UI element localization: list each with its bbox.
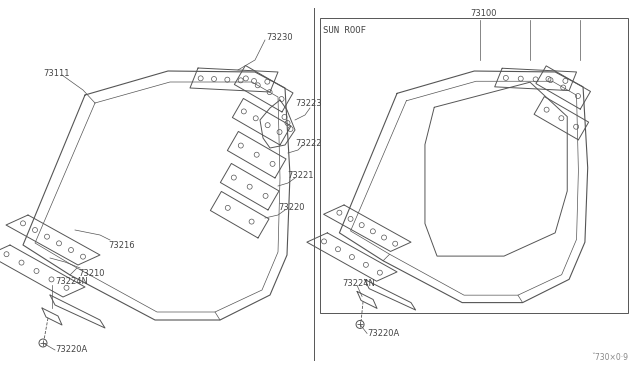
Text: 73216: 73216 (108, 241, 134, 250)
Text: SUN ROOF: SUN ROOF (323, 26, 366, 35)
Text: 73230: 73230 (266, 33, 292, 42)
Text: 73224N: 73224N (342, 279, 375, 288)
Text: 73223: 73223 (295, 99, 322, 108)
Text: 73220A: 73220A (55, 346, 87, 355)
Text: 73220A: 73220A (367, 329, 399, 338)
Text: 73221: 73221 (287, 171, 314, 180)
Text: 73111: 73111 (43, 68, 70, 77)
Text: 73222: 73222 (295, 138, 321, 148)
Text: ˇ730×0·9: ˇ730×0·9 (591, 353, 628, 362)
Text: 73220: 73220 (278, 203, 305, 212)
Text: 73100: 73100 (470, 10, 497, 19)
Text: 73210: 73210 (78, 269, 104, 278)
Text: 73224N: 73224N (55, 278, 88, 286)
Bar (320, 18, 628, 313)
